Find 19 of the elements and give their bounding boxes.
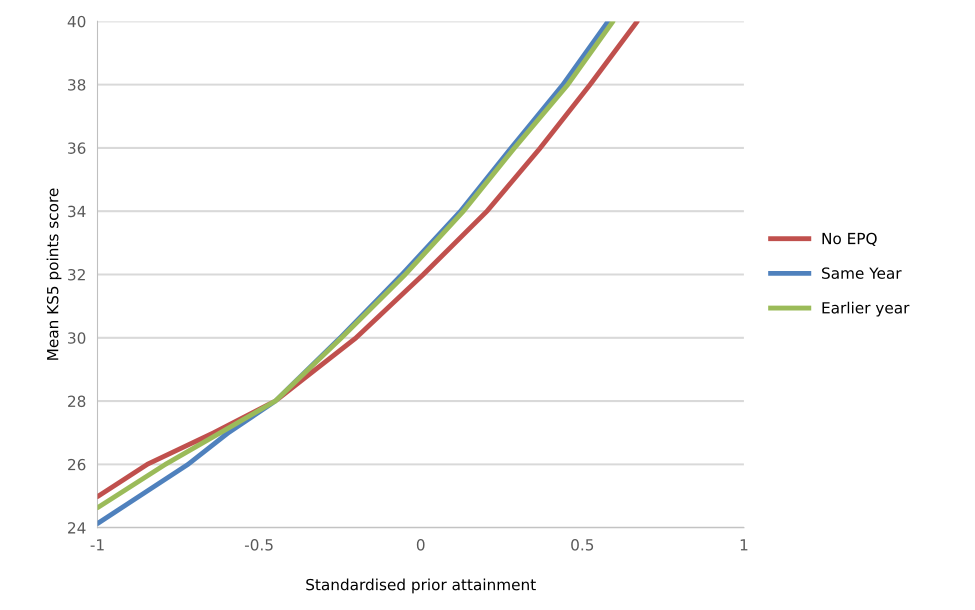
x-axis-title: Standardised prior attainment bbox=[306, 578, 536, 594]
y-tick-label: 40 bbox=[68, 16, 86, 28]
legend-label: Same Year bbox=[822, 267, 902, 279]
y-tick-label: 36 bbox=[68, 142, 86, 154]
legend-label: Earlier year bbox=[822, 302, 910, 317]
y-tick-label: 38 bbox=[68, 79, 86, 91]
x-tick-label: 0 bbox=[416, 539, 425, 551]
y-tick-label: 28 bbox=[68, 396, 86, 408]
y-tick-label: 32 bbox=[68, 268, 85, 281]
y-tick-label: 30 bbox=[68, 332, 86, 344]
legend-label: No EPQ bbox=[822, 232, 877, 246]
x-tick-label: -0.5 bbox=[244, 539, 273, 551]
x-tick-label: -1 bbox=[90, 539, 104, 550]
x-tick-label: 0.5 bbox=[571, 539, 594, 551]
y-tick-label: 26 bbox=[68, 458, 86, 470]
y-tick-label: 24 bbox=[68, 522, 86, 534]
y-axis-title: Mean KS5 points score bbox=[46, 188, 62, 360]
x-tick-label: 1 bbox=[740, 539, 748, 550]
y-tick-label: 34 bbox=[68, 206, 86, 218]
